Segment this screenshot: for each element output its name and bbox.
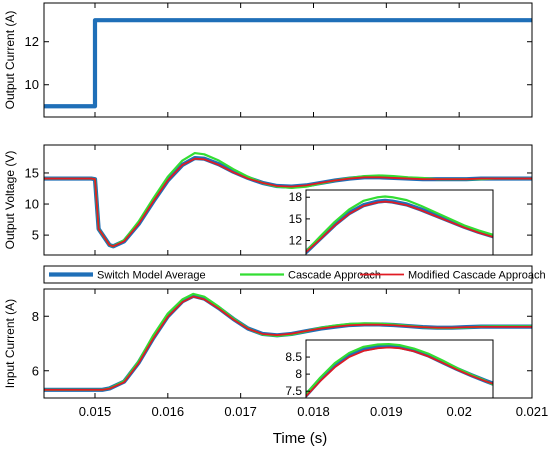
- output-voltage-inset-series-cascade-approach: [306, 195, 493, 253]
- output-voltage-inset-ytick-label: 18: [289, 190, 303, 204]
- input-current-inset-frame: [305, 339, 494, 399]
- panel-output-voltage: 5 10 15 Output Voltage (V) 12 15 18: [3, 144, 533, 256]
- output-voltage-inset-series-modified-cascade-approach: [306, 200, 493, 254]
- input-current-series-modified-cascade-approach: [44, 295, 532, 391]
- legend: Switch Model Average Cascade Approach Modi…: [43, 265, 546, 284]
- legend-box: [43, 265, 533, 284]
- output-voltage-inset-frame: [305, 189, 494, 256]
- input-current-inset-series-cascade-approach: [306, 342, 493, 396]
- output-current-ytick-label: 10: [25, 77, 39, 92]
- input-current-inset-ytick-label: 8.5: [285, 350, 302, 364]
- output-voltage-inset: 12 15 18: [289, 189, 494, 256]
- panel-input-current: 6 8 0.015 0.016 0.017 0.018 0.019 0.02 0.021 Inpu…: [3, 288, 549, 419]
- output-current-ylabel: Output Current (A): [3, 11, 17, 110]
- input-current-axes-frame: [43, 288, 533, 399]
- xtick-label: 0.018: [297, 404, 330, 419]
- output-voltage-ytick-label: 15: [25, 165, 39, 180]
- input-current-ylabel: Input Current (A): [3, 299, 17, 388]
- output-voltage-series-modified-cascade-approach: [44, 157, 532, 248]
- output-voltage-ytick-label: 10: [25, 197, 39, 212]
- input-current-inset-ytick-label: 8: [295, 367, 302, 381]
- legend-label-cascade-approach: Cascade Approach: [288, 270, 381, 282]
- xtick-label: 0.019: [370, 404, 403, 419]
- input-current-ytick-label: 6: [32, 363, 39, 378]
- xtick-label: 0.015: [79, 404, 112, 419]
- legend-label-switch-model-average: Switch Model Average: [97, 270, 206, 282]
- output-voltage-inset-ytick-label: 15: [289, 212, 303, 226]
- output-voltage-ylabel: Output Voltage (V): [3, 151, 17, 250]
- xtick-label: 0.021: [516, 404, 549, 419]
- xtick-label: 0.016: [152, 404, 185, 419]
- output-current-axes-frame: [43, 2, 533, 118]
- panel-output-current: 10 12 Output Current (A): [3, 2, 533, 118]
- input-current-inset: 7.5 8 8.5: [285, 339, 494, 399]
- output-voltage-axes-frame: [43, 144, 533, 256]
- legend-label-modified-cascade-approach: Modified Cascade Approach: [408, 270, 546, 282]
- input-current-inset-ytick-label: 7.5: [285, 384, 302, 398]
- output-voltage-inset-ytick-label: 12: [289, 234, 303, 248]
- input-current-inset-series-modified-cascade-approach: [306, 346, 493, 398]
- x-axis-label: Time (s): [273, 430, 327, 447]
- output-current-ytick-label: 12: [25, 34, 39, 49]
- xtick-label: 0.02: [447, 404, 472, 419]
- output-voltage-ytick-label: 5: [32, 228, 39, 243]
- output-current-series-switch-model-average: [44, 18, 532, 109]
- input-current-ytick-label: 8: [32, 309, 39, 324]
- xtick-label: 0.017: [224, 404, 257, 419]
